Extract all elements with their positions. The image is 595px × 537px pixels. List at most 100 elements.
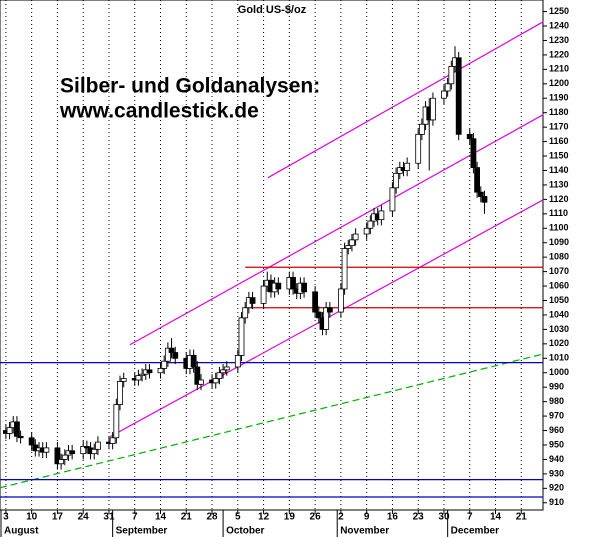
month-label: September [116,526,168,537]
y-tick-label: 1160 [549,136,569,146]
candle-body [43,447,50,453]
candle-body [477,191,484,197]
candle-body [61,454,68,460]
candle-body [345,245,352,249]
candle-body [14,421,20,437]
candle-body [260,285,267,304]
y-tick-label: 1040 [549,309,569,319]
y-tick-label: 1190 [549,93,569,103]
candle-body [466,133,473,140]
candle-body [54,447,61,465]
candle-body [430,97,436,121]
x-tick-label: 10 [26,512,38,523]
candle-body [290,276,296,290]
candle-body [190,355,197,368]
candle-body [444,83,451,92]
candle-body [113,404,120,439]
candle-body [95,441,101,450]
x-tick-label: 30 [438,512,450,523]
candle-body [139,373,146,377]
candle-body [212,378,219,384]
y-tick-label: 1110 [549,208,568,218]
y-tick-label: 1230 [549,35,569,45]
x-tick-label: 21 [516,512,528,523]
y-tick-label: 990 [549,382,564,392]
candle-body [80,446,87,455]
candle-body [238,317,245,356]
month-label: November [340,526,389,537]
candle-body [6,427,13,434]
candle-body [117,381,123,405]
month-label: December [451,526,499,537]
x-tick-label: 9 [364,512,370,523]
y-tick-label: 1140 [549,165,569,175]
x-tick-label: 2 [338,512,344,523]
candle-body [389,187,396,212]
y-tick-label: 1170 [549,122,569,132]
candle-body [17,435,24,439]
y-tick-label: 1050 [549,295,569,305]
x-tick-label: 14 [490,512,502,523]
chart-title: Gold US-$/oz [238,4,307,16]
x-tick-label: 31 [103,512,115,523]
y-tick-label: 1020 [549,338,569,348]
x-tick-label: 26 [310,512,322,523]
candle-body [223,366,230,371]
candle-body [146,369,153,374]
candle-body [393,172,400,189]
candle-body [135,375,142,381]
candle-body [198,379,204,385]
y-tick-label: 980 [549,396,564,406]
candle-body [249,297,256,304]
candle-body [481,196,488,203]
candle-body [28,437,35,446]
candle-body [120,378,127,382]
y-tick-label: 1000 [549,367,569,377]
candle-body [404,162,411,171]
y-tick-label: 1220 [549,49,569,59]
candle-body [441,90,447,99]
trend-line [0,353,544,489]
y-tick-label: 1130 [549,179,569,189]
y-tick-label: 1080 [549,252,569,262]
candle-body [448,66,455,85]
candle-body [349,239,355,247]
trend-line [267,21,544,179]
y-tick-label: 1010 [549,353,569,363]
candle-body [275,282,282,290]
candle-body [474,167,481,193]
y-tick-label: 930 [549,468,564,478]
candle-body [312,291,319,313]
x-tick-label: 7 [467,512,473,523]
candle-body [363,227,370,235]
x-tick-label: 19 [284,512,296,523]
y-tick-label: 1120 [549,194,569,204]
x-tick-label: 16 [387,512,399,523]
annotation: www.candlestick.de [59,100,259,123]
candle-body [455,57,462,135]
month-label: August [4,526,39,537]
candle-body [415,133,422,164]
y-tick-label: 1180 [549,107,569,117]
y-tick-label: 970 [549,410,564,420]
candle-body [326,307,333,313]
x-tick-label: 12 [258,512,270,523]
candle-body [168,347,175,353]
x-tick-label: 5 [235,512,241,523]
candle-body [367,220,374,229]
candle-body [341,248,348,290]
x-tick-label: 23 [413,512,425,523]
candle-body [157,368,164,374]
candle-body [315,311,322,319]
candle-body [418,123,425,135]
annotation: Silber- und Goldanalysen: [60,75,320,98]
y-tick-label: 1240 [549,20,569,30]
candle-body [323,307,330,330]
y-tick-label: 910 [549,497,564,507]
candle-body [109,437,116,444]
plot-frame [0,0,544,511]
y-tick-label: 1060 [549,280,569,290]
candle-body [69,450,76,455]
candle-body [337,288,344,313]
